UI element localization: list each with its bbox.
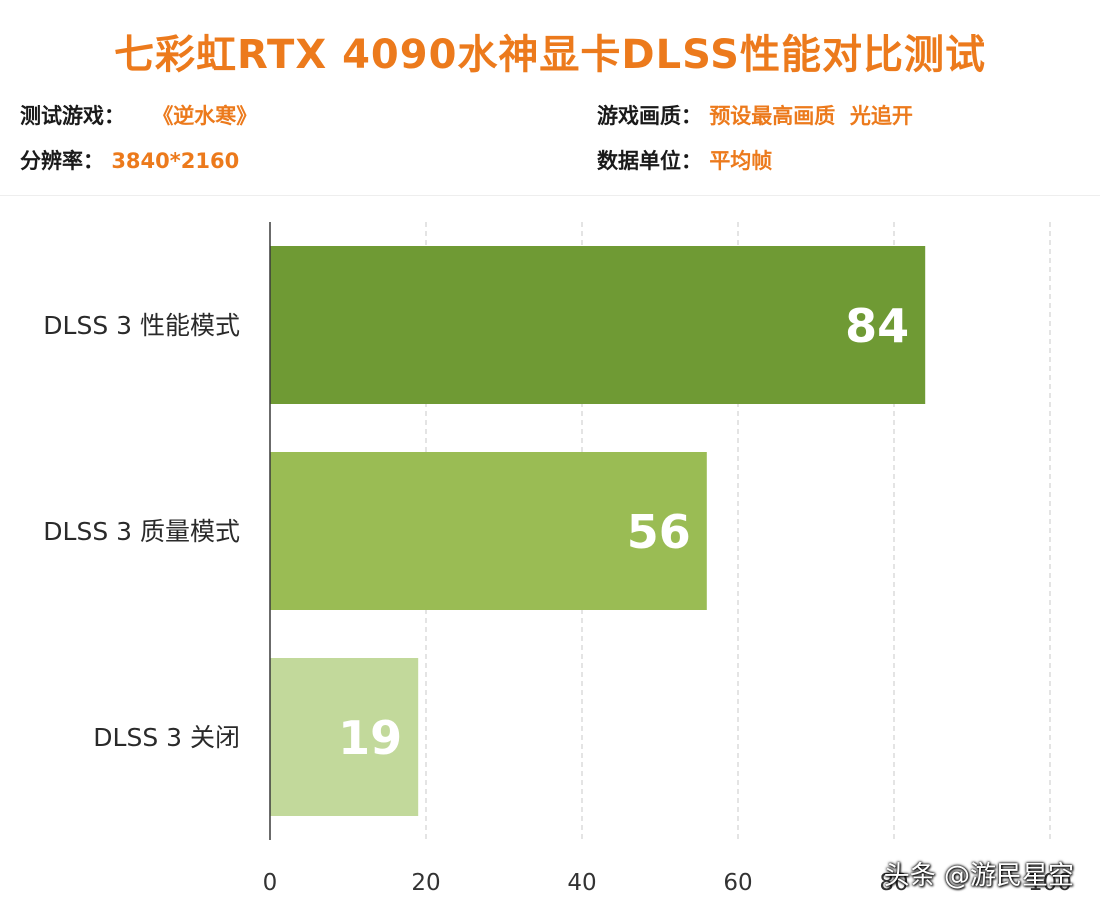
header-divider bbox=[0, 195, 1100, 196]
x-tick-label-1: 20 bbox=[411, 870, 440, 896]
category-label-2: DLSS 3 关闭 bbox=[93, 723, 240, 752]
category-label-0: DLSS 3 性能模式 bbox=[43, 311, 240, 340]
resolution-label: 分辨率： bbox=[20, 149, 104, 173]
game-label: 测试游戏： bbox=[20, 104, 125, 128]
bar-1 bbox=[270, 452, 707, 610]
x-tick-label-0: 0 bbox=[263, 870, 278, 896]
quality-info: 游戏画质： 预设最高画质 光追开 bbox=[597, 100, 913, 130]
quality-value: 预设最高画质 光追开 bbox=[709, 104, 913, 128]
bar-2 bbox=[270, 658, 419, 816]
chart-title: 七彩虹RTX 4090水神显卡DLSS性能对比测试 bbox=[114, 32, 986, 78]
resolution-value: 3840*2160 bbox=[111, 149, 240, 173]
game-info: 测试游戏： 《逆水寒》 bbox=[20, 100, 257, 130]
data-label-1: 56 bbox=[627, 505, 691, 559]
bar-chart: 84 DLSS 3 性能模式 56 DLSS 3 质量模式 19 DLSS 3 关闭 0 20… bbox=[43, 222, 1072, 896]
x-tick-label-3: 60 bbox=[723, 870, 752, 896]
unit-label: 数据单位： bbox=[597, 149, 702, 173]
watermark: 头条 @游民星空 bbox=[883, 861, 1074, 891]
x-tick-label-4: 80 bbox=[879, 870, 908, 896]
data-label-0: 84 bbox=[845, 299, 909, 353]
x-tick-label-5: 100 bbox=[1028, 870, 1072, 896]
x-tick-label-2: 40 bbox=[567, 870, 596, 896]
resolution-info: 分辨率： 3840*2160 bbox=[20, 145, 239, 175]
data-label-2: 19 bbox=[338, 711, 402, 765]
category-label-1: DLSS 3 质量模式 bbox=[43, 517, 240, 546]
unit-info: 数据单位： 平均帧 bbox=[597, 145, 772, 175]
unit-value: 平均帧 bbox=[709, 149, 773, 173]
game-value: 《逆水寒》 bbox=[152, 104, 258, 128]
quality-label: 游戏画质： bbox=[597, 104, 702, 128]
bar-0 bbox=[270, 246, 926, 404]
